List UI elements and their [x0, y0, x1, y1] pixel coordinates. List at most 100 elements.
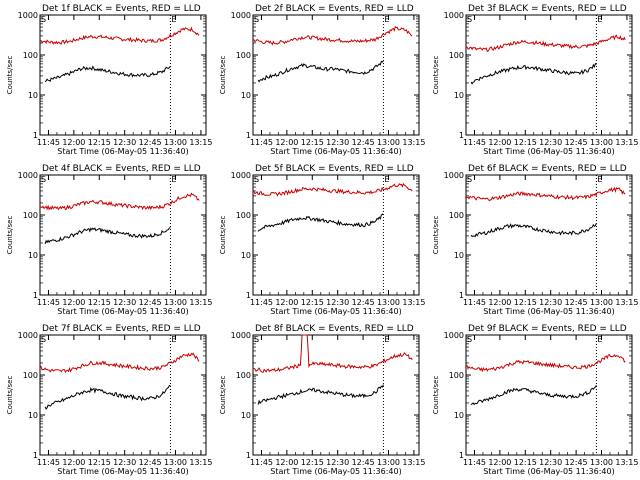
x-tick-label: 12:30 — [539, 298, 562, 307]
x-tick-label: 12:30 — [113, 458, 136, 467]
x-tick-label: 12:00 — [62, 298, 85, 307]
x-axis-label: Start Time (06-May-05 11:36:40) — [57, 307, 188, 316]
y-tick-label: 1000 — [231, 331, 251, 340]
y-tick-label: 1 — [33, 131, 38, 140]
x-tick-label: 12:30 — [326, 298, 349, 307]
y-tick-label: 100 — [449, 371, 464, 380]
x-tick-label: 12:15 — [301, 138, 324, 147]
x-tick-label: 12:15 — [514, 298, 537, 307]
x-tick-label: 11:45 — [463, 138, 486, 147]
x-tick-label: 11:45 — [37, 458, 60, 467]
x-tick-label: 11:45 — [250, 458, 273, 467]
lld-series-line — [39, 192, 200, 211]
y-axis-label: Counts/sec — [6, 56, 14, 95]
x-tick-label: 13:15 — [402, 138, 425, 147]
plot-title: Det 8f BLACK = Events, RED = LLD — [255, 324, 414, 334]
y-tick-label: 1 — [459, 451, 464, 460]
x-tick-label: 12:30 — [113, 298, 136, 307]
x-tick-label: 12:15 — [301, 458, 324, 467]
x-tick-label: 13:00 — [377, 298, 400, 307]
y-tick-label: 10 — [454, 411, 464, 420]
y-tick-label: 1 — [246, 131, 251, 140]
x-tick-label: 12:15 — [514, 458, 537, 467]
plot-frame — [252, 334, 420, 456]
events-series-line — [257, 384, 384, 405]
detector-plot-4: Det 4f BLACK = Events, RED = LLD Counts/s… — [6, 164, 212, 316]
x-tick-label: 13:00 — [164, 298, 187, 307]
y-tick-label: 1000 — [444, 171, 464, 180]
events-series-line — [257, 60, 384, 83]
detector-plot-1: Det 1f BLACK = Events, RED = LLD Counts/s… — [6, 4, 212, 156]
y-tick-label: 1 — [459, 131, 464, 140]
detector-plot-6: Det 6f BLACK = Events, RED = LLD Counts/s… — [432, 164, 638, 316]
x-tick-label: 12:00 — [275, 458, 298, 467]
detector-plot-7: Det 7f BLACK = Events, RED = LLD Counts/s… — [6, 324, 212, 476]
x-axis-label: Start Time (06-May-05 11:36:40) — [483, 467, 614, 476]
y-tick-label: 1 — [33, 291, 38, 300]
detector-plot-2: Det 2f BLACK = Events, RED = LLD Counts/s… — [219, 4, 425, 156]
x-tick-label: 13:00 — [164, 458, 187, 467]
end-marker-label: E — [384, 175, 389, 184]
y-tick-label: 1 — [246, 291, 251, 300]
y-tick-label: 1000 — [231, 11, 251, 20]
plot-title: Det 7f BLACK = Events, RED = LLD — [42, 324, 201, 334]
events-series-line — [44, 65, 171, 83]
lld-series-line — [39, 26, 200, 45]
y-axis-label: Counts/sec — [219, 216, 227, 255]
y-tick-label: 100 — [23, 211, 38, 220]
y-tick-label: 100 — [236, 51, 251, 60]
end-marker-label: E — [171, 175, 176, 184]
x-tick-label: 13:15 — [189, 298, 212, 307]
y-tick-label: 100 — [23, 51, 38, 60]
y-tick-label: 1000 — [18, 11, 38, 20]
x-tick-label: 11:45 — [37, 138, 60, 147]
y-tick-label: 10 — [241, 91, 251, 100]
x-tick-label: 13:15 — [402, 458, 425, 467]
plot-title: Det 6f BLACK = Events, RED = LLD — [468, 164, 627, 174]
x-axis-label: Start Time (06-May-05 11:36:40) — [270, 307, 401, 316]
y-tick-label: 100 — [236, 371, 251, 380]
y-axis-label: Counts/sec — [219, 376, 227, 415]
end-marker-label: E — [384, 335, 389, 344]
y-tick-label: 100 — [449, 51, 464, 60]
detector-plot-5: Det 5f BLACK = Events, RED = LLD Counts/s… — [219, 164, 425, 316]
y-tick-label: 1 — [246, 451, 251, 460]
start-marker-label: S — [41, 175, 46, 184]
x-tick-label: 12:45 — [352, 138, 375, 147]
x-tick-label: 13:00 — [377, 138, 400, 147]
plot-title: Det 1f BLACK = Events, RED = LLD — [42, 4, 201, 14]
y-tick-label: 1 — [33, 451, 38, 460]
y-tick-label: 1000 — [444, 331, 464, 340]
x-tick-label: 12:00 — [488, 138, 511, 147]
x-tick-label: 13:15 — [189, 138, 212, 147]
x-tick-label: 13:15 — [615, 298, 638, 307]
plot-frame — [465, 174, 633, 296]
start-marker-label: S — [254, 15, 259, 24]
x-tick-label: 13:15 — [402, 298, 425, 307]
y-tick-label: 10 — [454, 91, 464, 100]
y-tick-label: 10 — [28, 91, 38, 100]
x-tick-label: 11:45 — [250, 138, 273, 147]
start-marker-label: S — [467, 15, 472, 24]
plot-frame — [252, 14, 420, 136]
x-tick-label: 13:00 — [590, 138, 613, 147]
y-axis-label: Counts/sec — [6, 216, 14, 255]
x-tick-label: 13:00 — [590, 458, 613, 467]
lld-series-line — [252, 25, 413, 46]
end-marker-label: E — [597, 15, 602, 24]
x-tick-label: 12:00 — [488, 298, 511, 307]
y-tick-label: 100 — [23, 371, 38, 380]
x-tick-label: 12:00 — [488, 458, 511, 467]
detector-plot-3: Det 3f BLACK = Events, RED = LLD Counts/s… — [432, 4, 638, 156]
lld-series-line — [252, 334, 413, 373]
x-tick-label: 12:00 — [275, 138, 298, 147]
lld-series-line — [465, 34, 626, 53]
y-tick-label: 10 — [454, 251, 464, 260]
x-tick-label: 12:15 — [88, 298, 111, 307]
x-axis-label: Start Time (06-May-05 11:36:40) — [483, 147, 614, 156]
end-marker-label: E — [384, 15, 389, 24]
events-series-line — [470, 385, 597, 406]
lld-series-line — [39, 352, 200, 374]
events-series-line — [257, 213, 384, 232]
events-series-line — [470, 62, 597, 85]
